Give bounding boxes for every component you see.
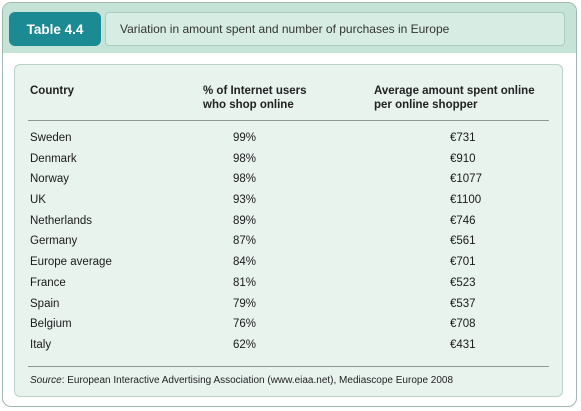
source-label: Source (30, 375, 62, 386)
country-cell: Europe average (30, 256, 112, 269)
table-body: Sweden 99% €731 Denmark 98% €910 Norway 98% €107… (15, 128, 562, 356)
table-row: Italy 62% €431 (15, 335, 562, 356)
table-row: Norway 98% €1077 (15, 169, 562, 190)
pct-cell: 93% (233, 194, 257, 207)
country-cell: UK (30, 194, 46, 207)
pct-cell: 99% (233, 132, 257, 144)
table-header-band: Table 4.4 Variation in amount spent and … (3, 3, 576, 53)
column-header-country: Country (30, 84, 74, 98)
pct-cell: 87% (233, 235, 257, 248)
column-header-amount-line2: per online shopper (374, 99, 478, 111)
table-row: Netherlands 89% €746 (15, 211, 562, 232)
country-cell: Italy (30, 338, 52, 351)
amount-cell: €561 (450, 235, 476, 248)
pct-cell: 89% (233, 214, 257, 227)
table-panel: Country % of Internet users who shop onl… (14, 64, 563, 397)
amount-cell: €910 (450, 152, 476, 165)
amount-cell: €708 (450, 318, 476, 331)
column-header-pct: % of Internet users who shop online (203, 84, 307, 112)
header-divider (28, 120, 549, 121)
country-cell: Spain (30, 297, 60, 310)
country-cell: Denmark (30, 152, 77, 165)
pct-cell: 98% (233, 152, 257, 165)
amount-cell: €701 (450, 256, 476, 269)
table-number-tag: Table 4.4 (9, 12, 101, 46)
table-caption: Variation in amount spent and number of … (105, 12, 565, 46)
table-frame: Table 4.4 Variation in amount spent and … (2, 2, 577, 407)
amount-cell: €431 (450, 338, 476, 351)
table-row: UK 93% €1100 (15, 190, 562, 211)
pct-cell: 98% (233, 173, 257, 186)
pct-cell: 76% (233, 318, 257, 331)
table-row: Belgium 76% €708 (15, 314, 562, 335)
amount-cell: €1077 (450, 173, 482, 186)
footer-divider (28, 366, 549, 367)
column-header-pct-line1: % of Internet users (203, 85, 307, 97)
table-row: Sweden 99% €731 (15, 128, 562, 149)
column-header-pct-line2: who shop online (203, 99, 294, 111)
country-cell: Norway (30, 173, 69, 186)
country-cell: Sweden (30, 132, 72, 144)
amount-cell: €537 (450, 297, 476, 310)
country-cell: France (30, 276, 66, 289)
amount-cell: €731 (450, 132, 476, 144)
source-text: : European Interactive Advertising Assoc… (61, 375, 454, 386)
table-row: France 81% €523 (15, 273, 562, 294)
amount-cell: €1100 (450, 194, 482, 207)
pct-cell: 62% (233, 338, 257, 351)
pct-cell: 79% (233, 297, 257, 310)
table-source-note: Source: European Interactive Advertising… (30, 375, 453, 386)
table-row: Spain 79% €537 (15, 294, 562, 315)
table-row: Germany 87% €561 (15, 231, 562, 252)
amount-cell: €523 (450, 276, 476, 289)
table-row: Europe average 84% €701 (15, 252, 562, 273)
pct-cell: 81% (233, 276, 257, 289)
country-cell: Germany (30, 235, 78, 248)
country-cell: Belgium (30, 318, 72, 331)
pct-cell: 84% (233, 256, 257, 269)
amount-cell: €746 (450, 214, 476, 227)
column-header-amount: Average amount spent online per online s… (374, 84, 535, 112)
column-header-amount-line1: Average amount spent online (374, 85, 535, 97)
column-header-country-label: Country (30, 85, 75, 97)
table-row: Denmark 98% €910 (15, 149, 562, 170)
country-cell: Netherlands (30, 214, 93, 227)
